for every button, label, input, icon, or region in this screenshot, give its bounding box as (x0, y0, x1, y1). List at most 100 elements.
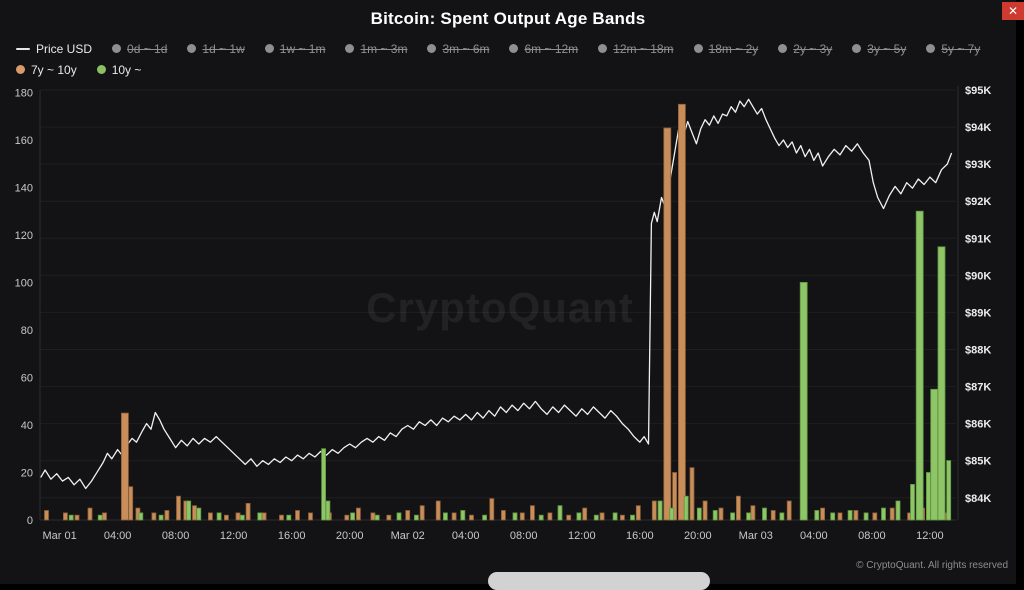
bar-10y (697, 508, 701, 520)
bar-7y-10y (821, 508, 825, 520)
bar-7y-10y (88, 508, 92, 520)
legend-label: 3m ~ 6m (442, 42, 489, 56)
dot-marker-icon (187, 44, 196, 53)
bar-10y (713, 511, 717, 521)
legend-item-7y-10y[interactable]: 7y ~ 10y (16, 63, 77, 77)
bar-7y-10y (406, 511, 410, 521)
bar-7y-10y (736, 496, 740, 520)
bar-7y-10y (636, 506, 640, 520)
legend-item-1d-1w[interactable]: 1d ~ 1w (187, 42, 244, 56)
bar-10y (763, 508, 767, 520)
bar-7y-10y (387, 515, 391, 520)
legend-item-price-usd[interactable]: Price USD (16, 42, 92, 56)
bar-10y (326, 501, 330, 520)
bar-7y-10y (45, 511, 49, 521)
chart-title: Bitcoin: Spent Output Age Bands (0, 0, 1016, 29)
bar-7y-10y (208, 513, 212, 520)
bar-10y (375, 515, 379, 520)
bar-7y-10y (583, 508, 587, 520)
bar-7y-10y (262, 513, 266, 520)
dot-marker-icon (509, 44, 518, 53)
bar-7y-10y (309, 513, 313, 520)
right-axis-tick: $93K (965, 159, 991, 171)
legend-row-primary: Price USD 0d ~ 1d 1d ~ 1w 1w ~ 1m 1m ~ 3m 3m … (16, 38, 1006, 59)
bar-10y (159, 515, 163, 520)
dot-marker-icon (926, 44, 935, 53)
bar-7y-10y (620, 515, 624, 520)
right-axis-tick: $90K (965, 270, 991, 282)
right-axis-tick: $85K (965, 456, 991, 468)
bar-10y (780, 513, 784, 520)
bar-10y (443, 513, 447, 520)
bar-10y (217, 513, 221, 520)
bar-10y (69, 515, 73, 520)
bar-10y (322, 449, 326, 520)
legend-label: 5y ~ 7y (941, 42, 980, 56)
bar-10y (258, 513, 262, 520)
bar-7y-10y (452, 513, 456, 520)
bar-10y (240, 515, 244, 520)
bar-7y-10y (567, 515, 571, 520)
dot-marker-icon (345, 44, 354, 53)
bar-7y-10y (652, 501, 656, 520)
legend-item-6m-12m[interactable]: 6m ~ 12m (509, 42, 578, 56)
dot-marker-icon (598, 44, 607, 53)
legend-item-0d-1d[interactable]: 0d ~ 1d (112, 42, 167, 56)
left-axis-tick: 40 (21, 420, 33, 432)
bar-7y-10y (664, 128, 671, 520)
x-axis-tick: 08:00 (510, 530, 538, 542)
right-axis-tick: $92K (965, 196, 991, 208)
x-axis-tick: 16:00 (278, 530, 306, 542)
legend-item-5y-7y[interactable]: 5y ~ 7y (926, 42, 980, 56)
dot-marker-icon (97, 65, 106, 74)
legend-row-secondary: 7y ~ 10y 10y ~ (16, 59, 1006, 80)
bar-7y-10y (280, 515, 284, 520)
x-axis-tick: 08:00 (162, 530, 190, 542)
bar-7y-10y (678, 104, 685, 520)
bar-7y-10y (246, 503, 250, 520)
bar-7y-10y (165, 511, 169, 521)
bar-7y-10y (490, 499, 494, 520)
right-axis-tick: $86K (965, 419, 991, 431)
x-axis-tick: 20:00 (336, 530, 364, 542)
bottom-scrollbar-thumb[interactable] (488, 572, 710, 590)
bar-10y (613, 513, 617, 520)
bar-10y (911, 484, 915, 520)
bar-7y-10y (296, 511, 300, 521)
bar-10y (670, 508, 674, 520)
close-button[interactable]: ✕ (1002, 2, 1024, 20)
right-axis-tick: $88K (965, 345, 991, 357)
bar-7y-10y (703, 501, 707, 520)
bar-7y-10y (152, 513, 156, 520)
legend-item-1m-3m[interactable]: 1m ~ 3m (345, 42, 407, 56)
legend-item-18m-2y[interactable]: 18m ~ 2y (694, 42, 759, 56)
bar-10y (461, 511, 465, 521)
bar-7y-10y (121, 413, 128, 520)
bar-7y-10y (420, 506, 424, 520)
bar-7y-10y (501, 511, 505, 521)
legend-item-12m-18m[interactable]: 12m ~ 18m (598, 42, 673, 56)
legend-item-3y-5y[interactable]: 3y ~ 5y (852, 42, 906, 56)
legend-item-1w-1m[interactable]: 1w ~ 1m (265, 42, 326, 56)
close-icon: ✕ (1008, 4, 1018, 18)
legend-item-3m-6m[interactable]: 3m ~ 6m (427, 42, 489, 56)
dot-marker-icon (694, 44, 703, 53)
dot-marker-icon (852, 44, 861, 53)
bar-7y-10y (690, 468, 694, 520)
bar-10y (594, 515, 598, 520)
bar-10y (747, 513, 751, 520)
x-axis-tick: Mar 02 (391, 530, 425, 542)
legend-item-2y-3y[interactable]: 2y ~ 3y (778, 42, 832, 56)
x-axis-tick: 20:00 (684, 530, 712, 542)
bar-7y-10y (548, 513, 552, 520)
legend-label: 12m ~ 18m (613, 42, 673, 56)
dot-marker-icon (778, 44, 787, 53)
legend-label: 7y ~ 10y (31, 63, 77, 77)
bar-10y (864, 513, 868, 520)
chart-canvas[interactable]: 020406080100120140160180$84K$85K$86K$87K… (6, 82, 1010, 550)
legend-label: 1m ~ 3m (360, 42, 407, 56)
bar-10y (513, 513, 517, 520)
x-axis-tick: 12:00 (916, 530, 944, 542)
legend-item-10y[interactable]: 10y ~ (97, 63, 142, 77)
